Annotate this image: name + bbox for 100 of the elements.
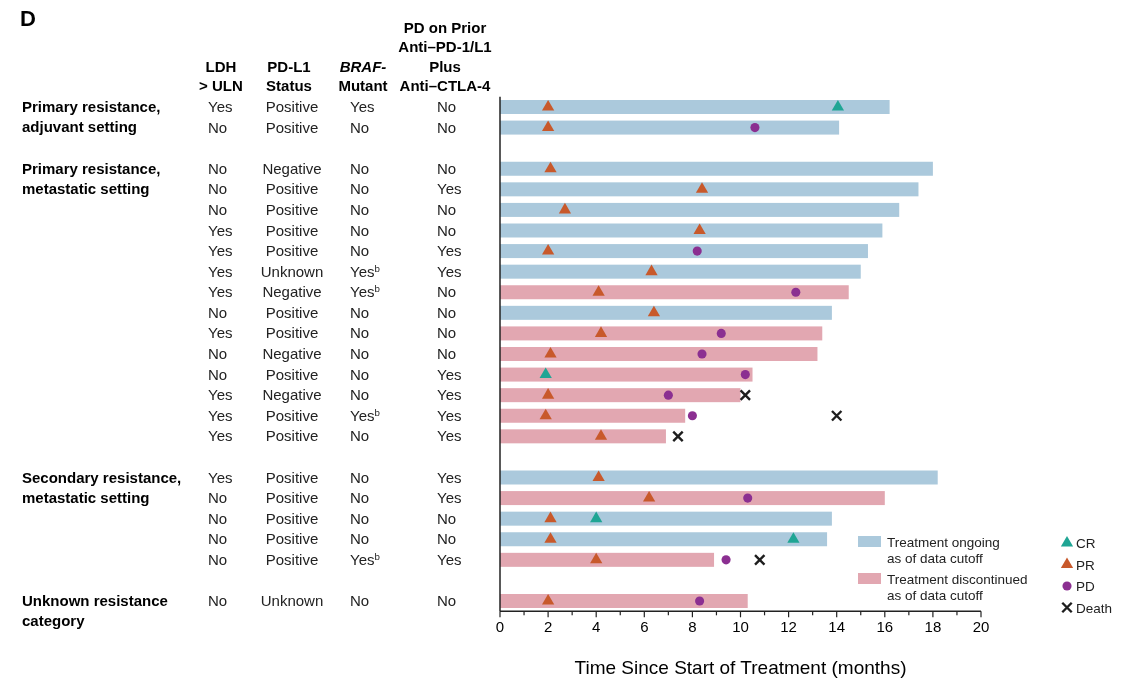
bar (500, 285, 849, 300)
text: No (350, 530, 370, 548)
text: Yes$^{b}$ (350, 282, 381, 301)
text: D (20, 6, 36, 31)
legend-label: Treatment ongoing as of data cutoff (887, 535, 1000, 566)
text: Positive (265, 530, 319, 548)
text: No (208, 509, 228, 527)
bar (500, 511, 832, 526)
x-tick-label: 8 (688, 618, 697, 636)
bar (500, 408, 686, 423)
text: No (350, 221, 370, 239)
text: Yes (437, 262, 462, 280)
text: PD-L1 Status (266, 57, 312, 94)
point (590, 552, 603, 564)
point (541, 593, 555, 605)
text: No (437, 221, 457, 239)
bar (500, 182, 919, 197)
text: Positive (265, 509, 319, 527)
text: No (350, 509, 370, 527)
text: Positive (265, 118, 319, 136)
point (541, 244, 555, 255)
text: No (208, 200, 228, 218)
x-tick-label: 18 (924, 618, 942, 636)
point (739, 389, 752, 402)
point (594, 429, 608, 440)
text: No (208, 159, 228, 177)
text: No (437, 324, 457, 342)
text: Yes (208, 427, 233, 445)
text: Positive (265, 324, 319, 342)
x-tick-label: 6 (640, 618, 649, 636)
text: No (350, 365, 370, 383)
text: Yes (208, 386, 233, 404)
point (544, 161, 557, 173)
text: No (350, 324, 370, 342)
text: Yes (208, 242, 233, 260)
point (750, 123, 760, 133)
point (697, 349, 707, 359)
text: Negative (262, 386, 322, 404)
bar (500, 429, 666, 444)
text: No (208, 345, 228, 362)
bar (500, 202, 900, 217)
text: Yes (437, 550, 462, 568)
text: No (437, 303, 457, 321)
text: Positive (265, 489, 319, 507)
text: No (350, 386, 370, 404)
text: No (208, 365, 228, 383)
point (544, 532, 557, 543)
point (672, 430, 684, 443)
point (695, 596, 705, 606)
text: Yes (437, 242, 462, 260)
text: No (350, 200, 370, 218)
bar (500, 347, 818, 361)
bar (500, 470, 938, 485)
point (695, 182, 709, 193)
x-tick-label: 10 (732, 618, 749, 636)
bar (500, 161, 933, 176)
x-tick-label: 12 (780, 618, 797, 636)
text: Yes (437, 180, 462, 198)
text: Yes (437, 406, 462, 424)
point (594, 326, 608, 337)
bar (500, 264, 861, 279)
text: LDH > ULN (199, 57, 243, 94)
bar (500, 100, 890, 114)
text: PD on Prior Anti–PD-1/L1 Plus Anti–CTLA-4 (398, 18, 492, 94)
text: Primary resistance, metastatic setting (22, 159, 161, 197)
x-tick-label: 16 (876, 618, 894, 636)
text: Yes (208, 262, 233, 280)
text: Positive (265, 221, 319, 239)
text: No (437, 118, 457, 136)
text: Positive (265, 180, 319, 198)
text: Unknown (260, 592, 324, 609)
text: No (208, 303, 228, 321)
text: Yes (437, 427, 462, 445)
point (541, 99, 555, 111)
point (539, 408, 552, 420)
point (590, 511, 603, 523)
text: No (350, 345, 370, 362)
text: Yes (437, 468, 462, 486)
point (830, 409, 843, 422)
text: No (208, 592, 228, 609)
point (645, 264, 658, 276)
bar (500, 244, 868, 259)
legend-label: PR (1076, 557, 1095, 573)
text: No (437, 98, 457, 115)
text: No (350, 159, 370, 177)
text: No (437, 592, 457, 609)
text: BRAF- Mutant (338, 57, 388, 94)
text: Yes (437, 489, 462, 507)
bar (500, 532, 828, 547)
bar (500, 594, 748, 608)
legend-label: CR (1076, 536, 1096, 551)
text: Positive (265, 365, 319, 383)
text: Positive (265, 406, 319, 424)
text: No (208, 180, 228, 198)
bar (500, 491, 885, 506)
text: Yes (208, 468, 233, 486)
text: No (437, 159, 457, 177)
point (541, 388, 555, 399)
x-tick-label: 20 (972, 618, 990, 636)
text: Yes (208, 221, 233, 239)
